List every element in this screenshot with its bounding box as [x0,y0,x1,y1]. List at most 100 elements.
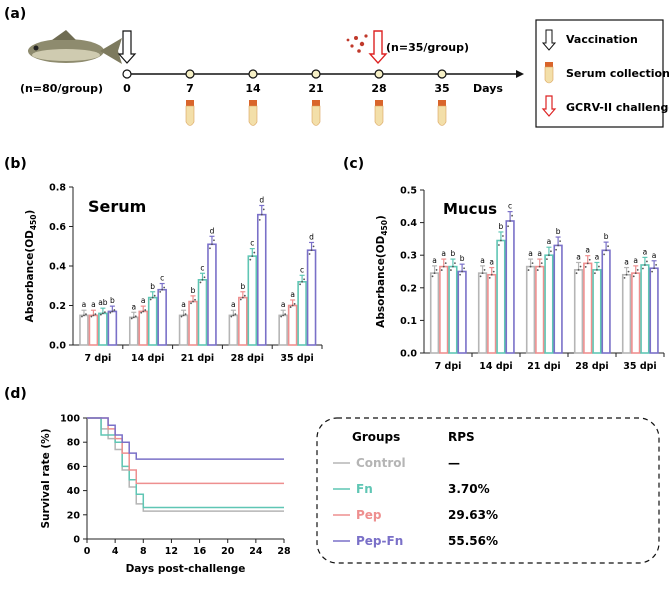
data-point [142,310,145,313]
significance-letter: a [480,256,485,265]
data-point [598,265,600,268]
y-tick-label: 60 [67,462,81,473]
data-point [579,265,582,268]
legend-box [316,417,660,564]
bar [505,220,515,354]
data-point [213,239,215,242]
bar [457,270,467,354]
legend-rps-value: 55.56% [448,534,498,548]
data-point [260,213,263,216]
x-tick-label: 8 [140,546,147,557]
significance-letter: ab [98,298,108,307]
legend-group-name: Pep-Fn [356,534,403,548]
data-point [312,245,315,248]
data-point [111,310,114,313]
bar [228,314,239,346]
x-tick-label: 24 [249,546,263,557]
data-point [201,278,204,281]
timeline-node [437,69,447,79]
data-point [452,265,454,268]
data-point [625,273,628,276]
y-tick-label: 0.6 [49,222,66,233]
y-tick-label: 0.4 [49,262,66,273]
x-tick-label: 14 dpi [131,353,164,364]
data-point [90,315,93,318]
significance-letter: b [110,296,115,305]
legend-rps-value: 3.70% [448,482,490,496]
bar [238,296,248,346]
bar [583,262,593,354]
bar [496,239,506,354]
y-tick-label: 0.0 [49,341,66,352]
timeline-days-label: Days [473,82,503,95]
significance-letter: a [231,300,236,309]
data-point [440,269,443,271]
x-tick-label: 28 dpi [231,353,264,364]
data-point [192,300,194,303]
panel-label-a: (a) [4,6,26,22]
y-tick-label: 0.3 [400,251,417,262]
significance-letter: b [460,254,465,263]
data-point [488,276,491,279]
data-point [85,313,87,316]
vaccination-arrow-icon [117,30,137,64]
data-point [301,280,303,283]
fish-count: (n=80/group) [20,82,103,95]
data-point [308,253,311,255]
data-point [502,235,504,237]
serum-tube-icon [437,100,447,126]
significance-letter: a [537,249,542,258]
y-tick-label: 80 [67,438,81,449]
bar [278,314,288,346]
data-point [636,269,639,271]
x-tick-label: 28 dpi [575,361,608,372]
bar [157,288,167,346]
significance-letter: a [141,296,146,305]
significance-letter: a [624,258,629,267]
bar [553,244,563,354]
data-point [540,262,543,265]
data-point [249,258,252,261]
timeline-node [374,69,384,79]
data-point [99,313,102,316]
timeline-node [248,69,258,79]
y-tick-label: 0.1 [400,316,417,327]
significance-letter: d [210,226,215,235]
data-point [627,270,630,273]
bar [197,279,208,346]
data-point [211,243,213,246]
x-tick-label: 21 dpi [527,361,560,372]
timeline-tick-label: 21 [308,82,323,95]
data-point [555,248,557,251]
data-point [577,268,580,271]
timeline-node [122,69,132,79]
significance-letter: b [604,232,609,241]
x-tick-label: 16 [193,546,207,557]
x-tick-label: 35 dpi [280,353,313,364]
data-point [243,294,246,297]
legend-rps-value: 29.63% [448,508,498,522]
bar [138,310,149,346]
chart-title: Serum [88,197,146,216]
bar [207,243,217,346]
timeline-tick-label: 7 [186,82,194,95]
legend-vaccination: Vaccination [566,33,638,46]
data-point [559,240,561,243]
data-point [109,311,112,314]
bar [631,272,641,354]
data-point [239,298,242,301]
data-point [203,276,206,279]
data-point [153,294,156,297]
data-point [454,262,456,265]
data-point [190,302,192,305]
bar [601,249,611,354]
significance-letter: a [82,300,87,309]
significance-letter: a [547,237,552,246]
bar [297,280,307,346]
y-tick-label: 0.0 [400,349,417,360]
data-point [149,298,152,301]
timeline-tick-label: 28 [371,82,386,95]
data-point [538,265,541,268]
y-tick-label: 0.4 [400,218,417,229]
data-point [546,258,548,261]
